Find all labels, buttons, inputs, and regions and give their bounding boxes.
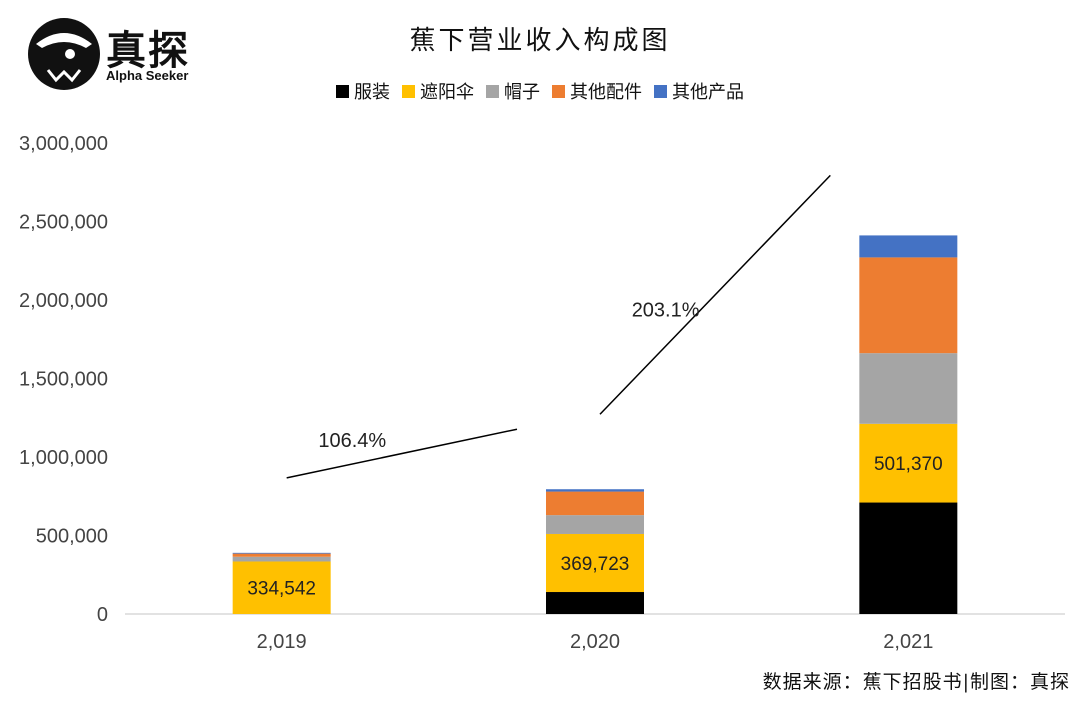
- legend-label: 帽子: [504, 82, 540, 103]
- legend-item-clothing[interactable]: 服装: [336, 78, 390, 104]
- y-tick-label: 2,500,000: [19, 212, 108, 234]
- y-tick-label: 1,000,000: [19, 447, 108, 469]
- legend-item-accessories[interactable]: 其他配件: [552, 78, 642, 104]
- legend-swatch: [402, 84, 415, 98]
- bar-segment: [859, 235, 958, 258]
- legend-item-hat[interactable]: 帽子: [486, 78, 540, 104]
- legend-label: 其他产品: [672, 82, 744, 103]
- bar-segment: [546, 533, 644, 593]
- legend-item-umbrella[interactable]: 遮阳伞: [402, 78, 474, 104]
- legend-label: 服装: [354, 82, 390, 103]
- brand-name: 真探: [106, 28, 190, 74]
- y-tick-label: 500,000: [36, 526, 108, 548]
- y-tick-label: 1,500,000: [19, 369, 108, 391]
- legend-swatch: [654, 84, 667, 98]
- bar-segment: [859, 502, 958, 614]
- bar-segment: [546, 592, 644, 614]
- bar-segment: [546, 515, 644, 534]
- bar-segment: [546, 489, 644, 492]
- growth-rate-label: 203.1%: [632, 300, 700, 322]
- data-label: 334,542: [247, 579, 316, 600]
- bar-segment: [232, 553, 331, 557]
- bar-segment: [859, 257, 958, 354]
- bar-segment: [859, 423, 958, 503]
- bar-segment: [859, 353, 958, 424]
- bar-segment: [232, 552, 331, 554]
- y-tick-label: 3,000,000: [19, 133, 108, 155]
- growth-trend-line: [599, 174, 831, 415]
- data-label: 369,723: [561, 554, 630, 575]
- legend-swatch: [336, 84, 349, 98]
- y-tick-label: 0: [97, 604, 108, 626]
- brand-logo: [26, 14, 216, 92]
- y-tick-label: 2,000,000: [19, 290, 108, 312]
- growth-rate-label: 106.4%: [318, 430, 386, 452]
- bar-segment: [232, 561, 331, 614]
- bar-segment: [546, 491, 644, 516]
- legend-swatch: [486, 84, 499, 98]
- x-tick-label: 2,020: [570, 631, 620, 653]
- data-label: 501,370: [874, 454, 943, 475]
- legend-item-other-products[interactable]: 其他产品: [654, 78, 744, 104]
- chart-title: 蕉下营业收入构成图: [409, 26, 671, 56]
- x-tick-label: 2,019: [257, 631, 307, 653]
- chart-legend: 服装 遮阳伞 帽子 其他配件 其他产品: [0, 78, 1080, 104]
- x-tick-label: 2,021: [883, 631, 933, 653]
- legend-label: 其他配件: [570, 82, 642, 103]
- legend-label: 遮阳伞: [420, 82, 474, 103]
- detective-logo-icon: [28, 18, 100, 90]
- legend-swatch: [552, 84, 565, 98]
- brand-subtitle: Alpha Seeker: [106, 68, 189, 83]
- bar-segment: [232, 556, 331, 562]
- growth-trend-line: [286, 428, 518, 479]
- source-note: 数据来源：蕉下招股书|制图：真探: [762, 671, 1070, 693]
